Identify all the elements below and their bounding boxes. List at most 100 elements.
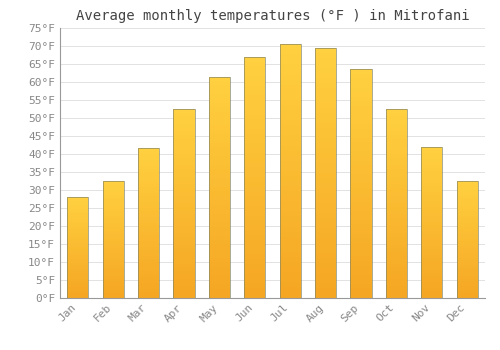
Bar (315, 168, 336, 173)
Bar (138, 178, 159, 181)
Bar (350, 156, 372, 161)
Bar (350, 238, 372, 243)
Bar (174, 237, 195, 241)
Bar (315, 153, 336, 158)
Bar (209, 147, 230, 152)
Bar (386, 218, 407, 222)
Bar (138, 187, 159, 190)
Bar (350, 211, 372, 215)
Bar (350, 293, 372, 298)
Bar (138, 276, 159, 280)
Bar (315, 212, 336, 218)
Bar (386, 222, 407, 226)
Bar (209, 178, 230, 183)
Bar (138, 271, 159, 274)
Bar (244, 206, 266, 211)
Bar (138, 238, 159, 241)
Bar (456, 281, 478, 284)
Bar (315, 247, 336, 253)
Bar (280, 166, 301, 171)
Bar (102, 260, 124, 262)
Bar (386, 181, 407, 184)
Bar (421, 192, 442, 195)
Bar (315, 178, 336, 183)
Bar (350, 152, 372, 156)
Bar (280, 44, 301, 49)
Bar (421, 183, 442, 186)
Bar (386, 113, 407, 117)
Bar (138, 196, 159, 199)
Bar (174, 188, 195, 192)
Bar (456, 270, 478, 272)
Bar (315, 208, 336, 212)
Bar (280, 130, 301, 135)
Bar (350, 279, 372, 284)
Bar (421, 228, 442, 231)
Bar (67, 197, 88, 199)
Bar (386, 211, 407, 215)
Bar (350, 74, 372, 78)
Bar (244, 278, 266, 283)
Bar (244, 172, 266, 177)
Bar (386, 147, 407, 150)
Bar (67, 286, 88, 287)
Bar (315, 278, 336, 282)
Bar (386, 282, 407, 286)
Bar (280, 64, 301, 70)
Bar (244, 114, 266, 119)
Bar (67, 270, 88, 271)
Bar (244, 105, 266, 110)
Bar (350, 138, 372, 142)
Bar (102, 202, 124, 204)
Bar (244, 144, 266, 148)
Bar (421, 189, 442, 192)
Bar (386, 162, 407, 166)
Bar (386, 279, 407, 282)
Bar (386, 226, 407, 230)
Bar (102, 188, 124, 190)
Bar (421, 273, 442, 276)
Bar (456, 274, 478, 276)
Bar (421, 225, 442, 228)
Bar (67, 237, 88, 239)
Bar (350, 233, 372, 238)
Bar (174, 207, 195, 211)
Bar (102, 246, 124, 248)
Bar (421, 276, 442, 279)
Bar (244, 134, 266, 139)
Bar (138, 253, 159, 256)
Bar (280, 85, 301, 90)
Bar (244, 124, 266, 129)
Bar (350, 188, 372, 193)
Bar (102, 206, 124, 209)
Bar (209, 267, 230, 271)
Bar (456, 237, 478, 239)
Bar (102, 199, 124, 202)
Bar (102, 181, 124, 298)
Bar (280, 105, 301, 110)
Bar (174, 252, 195, 256)
Bar (386, 173, 407, 177)
Bar (386, 199, 407, 203)
Bar (174, 260, 195, 264)
Bar (280, 277, 301, 282)
Bar (102, 223, 124, 225)
Bar (386, 245, 407, 248)
Bar (174, 158, 195, 162)
Bar (421, 258, 442, 261)
Bar (315, 88, 336, 93)
Bar (350, 257, 372, 261)
Bar (350, 247, 372, 252)
Bar (174, 143, 195, 147)
Bar (209, 116, 230, 121)
Bar (174, 290, 195, 294)
Bar (421, 237, 442, 240)
Bar (244, 182, 266, 187)
Bar (209, 253, 230, 258)
Bar (67, 257, 88, 259)
Bar (209, 227, 230, 231)
Bar (386, 188, 407, 192)
Bar (280, 252, 301, 257)
Bar (138, 226, 159, 229)
Bar (456, 228, 478, 230)
